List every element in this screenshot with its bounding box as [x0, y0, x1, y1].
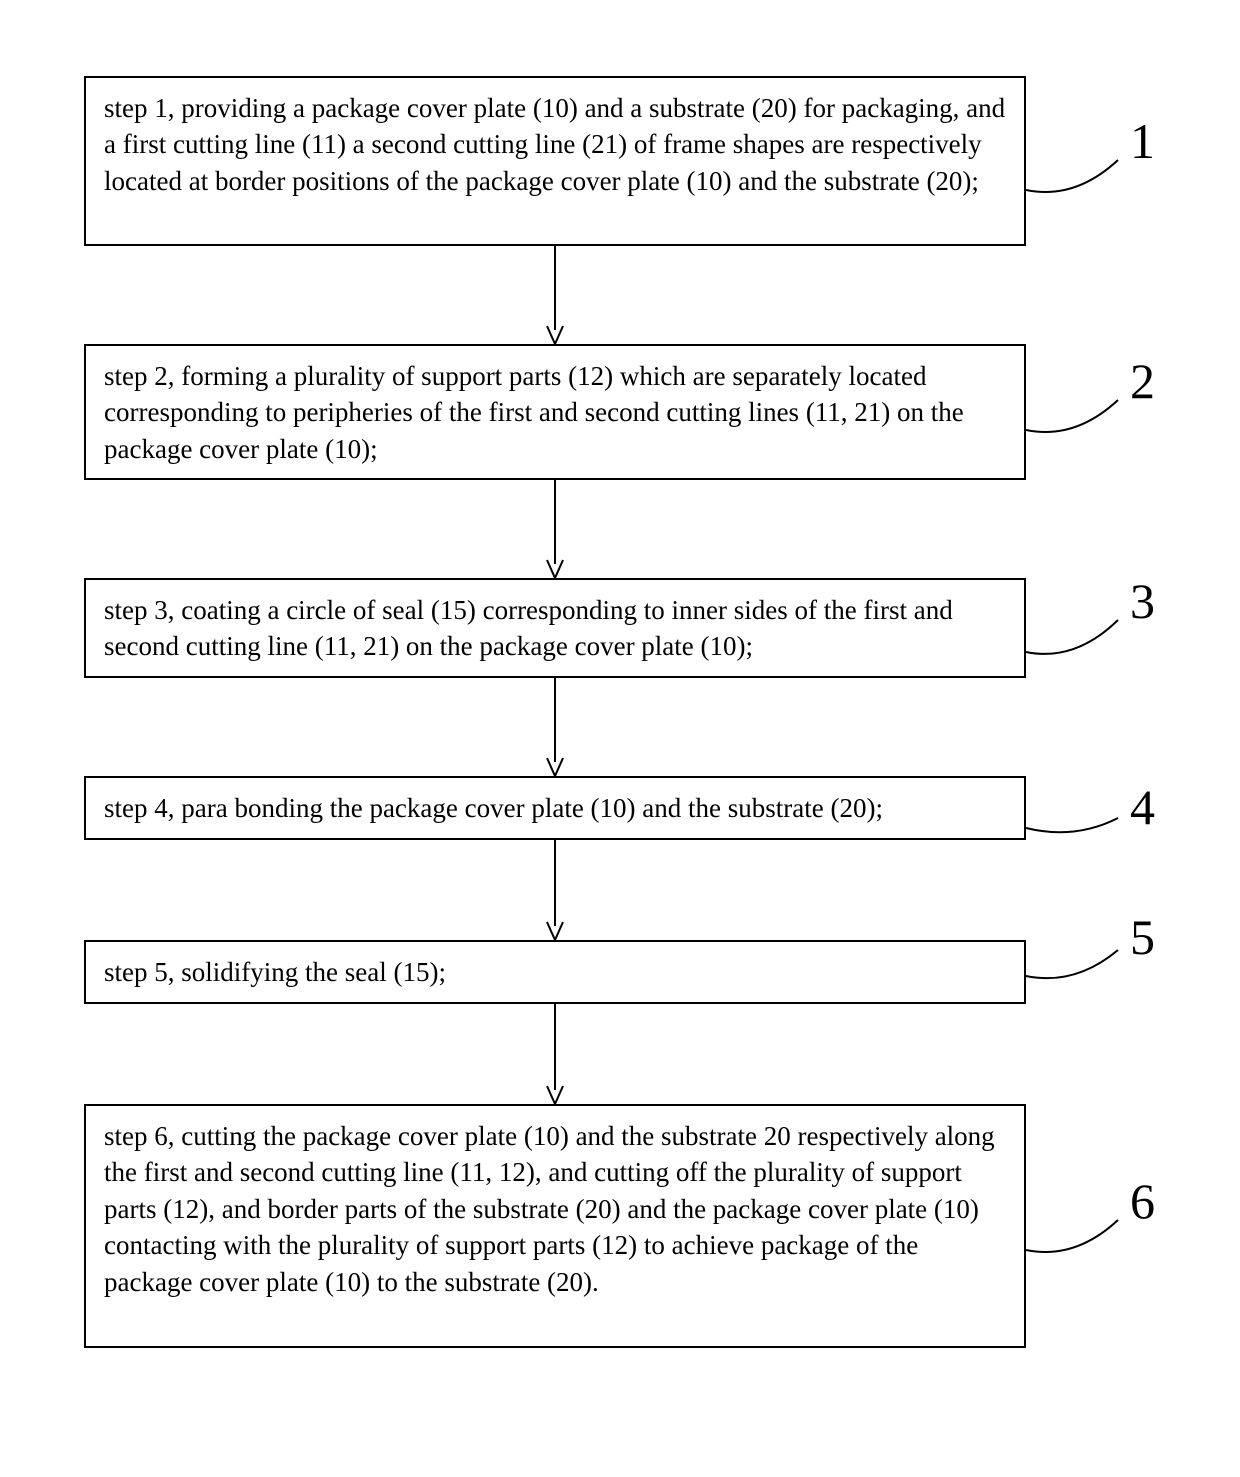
flow-arrow-4 [545, 840, 565, 940]
flow-step-2-text: step 2, forming a plurality of support p… [104, 361, 964, 464]
leader-line-5 [1022, 946, 1122, 990]
leader-line-3 [1022, 616, 1122, 666]
flow-step-2: step 2, forming a plurality of support p… [84, 344, 1026, 480]
flow-step-5-text: step 5, solidifying the seal (15); [104, 957, 446, 987]
flow-step-3-text: step 3, coating a circle of seal (15) co… [104, 595, 953, 661]
flow-arrow-5 [545, 1004, 565, 1104]
flowchart-canvas: step 1, providing a package cover plate … [0, 0, 1240, 1477]
leader-line-2 [1022, 396, 1122, 444]
step-label-3: 3 [1130, 572, 1155, 630]
flow-arrow-2 [545, 480, 565, 578]
flow-step-4: step 4, para bonding the package cover p… [84, 776, 1026, 840]
leader-line-4 [1022, 814, 1122, 844]
flow-step-3: step 3, coating a circle of seal (15) co… [84, 578, 1026, 678]
flow-step-1: step 1, providing a package cover plate … [84, 76, 1026, 246]
step-label-1: 1 [1130, 112, 1155, 170]
step-label-5: 5 [1130, 908, 1155, 966]
step-label-4: 4 [1130, 778, 1155, 836]
flow-step-6: step 6, cutting the package cover plate … [84, 1104, 1026, 1348]
flow-arrow-3 [545, 678, 565, 776]
flow-step-4-text: step 4, para bonding the package cover p… [104, 793, 883, 823]
flow-step-5: step 5, solidifying the seal (15); [84, 940, 1026, 1004]
flow-arrow-1 [545, 246, 565, 344]
leader-line-1 [1022, 156, 1122, 204]
step-label-2: 2 [1130, 352, 1155, 410]
step-label-6: 6 [1130, 1172, 1155, 1230]
leader-line-6 [1022, 1216, 1122, 1264]
flow-step-6-text: step 6, cutting the package cover plate … [104, 1121, 995, 1297]
flow-step-1-text: step 1, providing a package cover plate … [104, 93, 1005, 196]
